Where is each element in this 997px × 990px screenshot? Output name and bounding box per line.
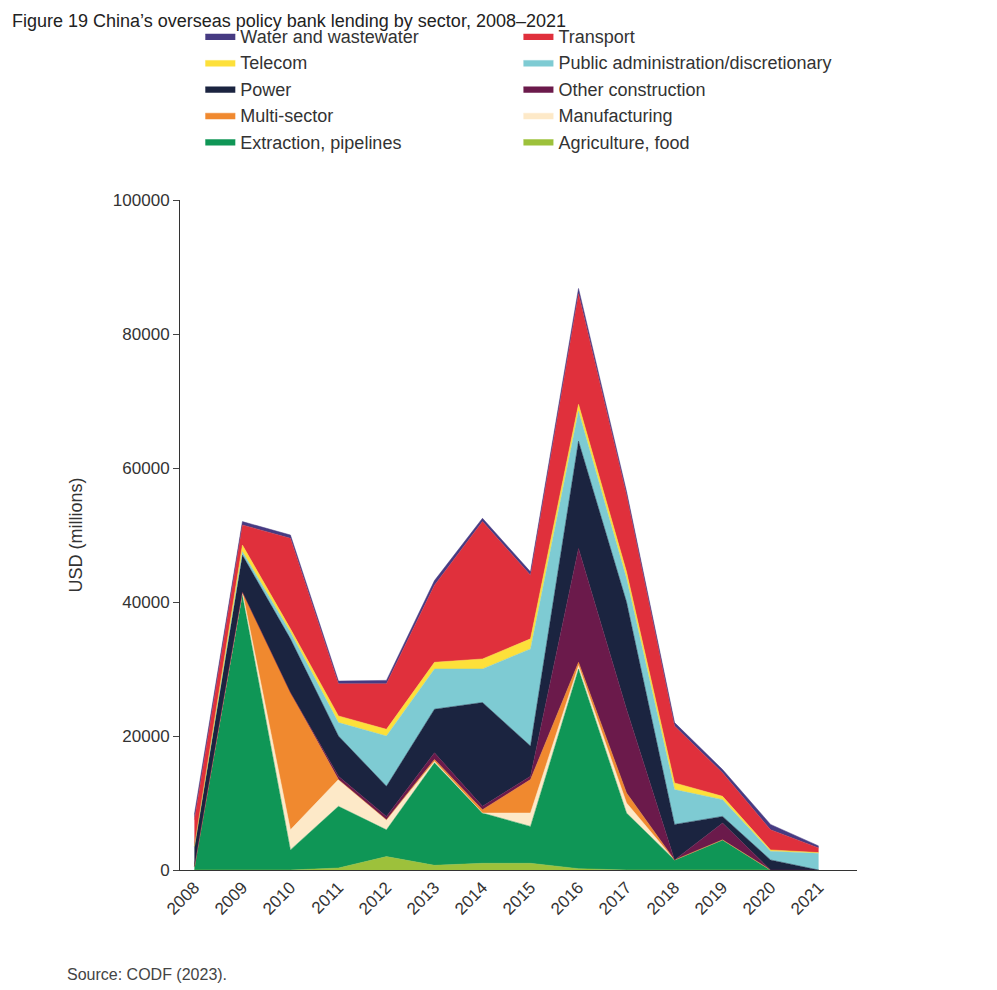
svg-text:USD (millions): USD (millions) xyxy=(66,477,86,592)
svg-text:2011: 2011 xyxy=(308,878,347,917)
svg-text:Public administration/discreti: Public administration/discretionary xyxy=(558,53,831,73)
svg-text:2015: 2015 xyxy=(499,878,539,918)
svg-text:Figure 19 China’s overseas pol: Figure 19 China’s overseas policy bank l… xyxy=(12,11,566,31)
svg-text:Extraction, pipelines: Extraction, pipelines xyxy=(240,133,401,153)
svg-text:2012: 2012 xyxy=(355,878,395,918)
svg-text:2014: 2014 xyxy=(451,878,491,918)
svg-text:2009: 2009 xyxy=(211,878,251,918)
svg-text:2019: 2019 xyxy=(691,878,731,918)
svg-text:2018: 2018 xyxy=(643,878,683,918)
svg-text:2016: 2016 xyxy=(547,878,587,918)
svg-text:Manufacturing: Manufacturing xyxy=(558,106,672,126)
svg-text:2010: 2010 xyxy=(259,878,299,918)
svg-text:40000: 40000 xyxy=(122,593,169,612)
svg-text:2020: 2020 xyxy=(739,878,779,918)
svg-text:Other construction: Other construction xyxy=(558,80,705,100)
svg-text:Water and wastewater: Water and wastewater xyxy=(240,27,418,47)
svg-text:2013: 2013 xyxy=(403,878,443,918)
svg-text:0: 0 xyxy=(160,861,169,880)
svg-text:Telecom: Telecom xyxy=(240,53,307,73)
svg-text:Source: CODF (2023).: Source: CODF (2023). xyxy=(67,966,227,983)
svg-text:100000: 100000 xyxy=(113,191,170,210)
svg-text:Multi-sector: Multi-sector xyxy=(240,106,333,126)
svg-text:60000: 60000 xyxy=(122,459,169,478)
svg-text:2021: 2021 xyxy=(787,878,827,918)
svg-text:Transport: Transport xyxy=(558,27,634,47)
svg-text:2017: 2017 xyxy=(595,878,635,918)
svg-text:2008: 2008 xyxy=(163,878,203,918)
svg-text:20000: 20000 xyxy=(122,727,169,746)
svg-text:Power: Power xyxy=(240,80,291,100)
svg-text:80000: 80000 xyxy=(122,325,169,344)
svg-text:Agriculture, food: Agriculture, food xyxy=(558,133,689,153)
